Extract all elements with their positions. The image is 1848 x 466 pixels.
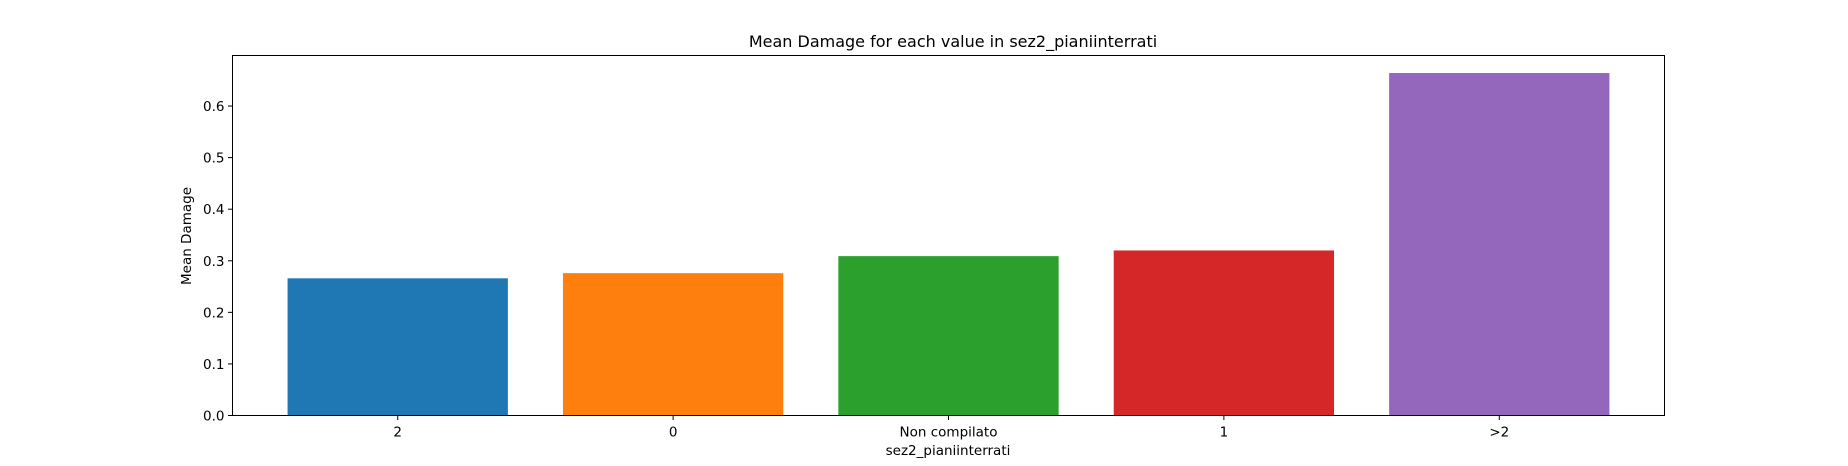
y-tick-label: 0.1 [203, 357, 224, 373]
y-tick-label: 0.4 [203, 202, 224, 218]
y-axis-label: Mean Damage [179, 187, 195, 285]
plot-area [287, 73, 1610, 416]
bar-0 [287, 278, 508, 416]
x-axis-label: sez2_pianiinterrati [886, 443, 1011, 459]
y-tick-label: 0.3 [203, 254, 224, 270]
y-tick-label: 0.5 [203, 151, 224, 167]
y-tick-label: 0.0 [203, 409, 224, 425]
x-tick-label: 2 [393, 425, 402, 441]
bar-1 [562, 273, 784, 416]
bar-2 [838, 256, 1059, 416]
x-tick-label: 1 [1220, 425, 1229, 441]
x-tick-label: >2 [1489, 425, 1509, 441]
y-tick-label: 0.6 [203, 99, 224, 115]
x-tick-label: Non compilato [900, 425, 998, 441]
y-tick-label: 0.2 [203, 305, 224, 321]
bar-3 [1113, 250, 1335, 416]
bar-4 [1389, 73, 1610, 416]
x-tick-label: 0 [669, 425, 678, 441]
chart-title: Mean Damage for each value in sez2_piani… [749, 32, 1157, 52]
